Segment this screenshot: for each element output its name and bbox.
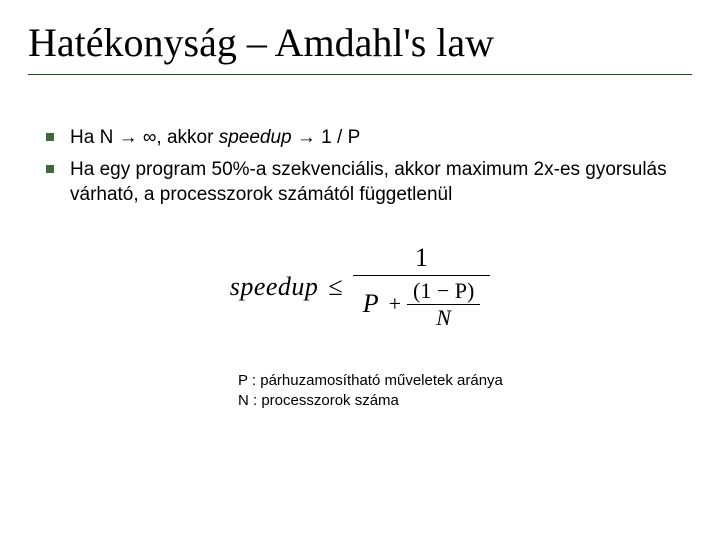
arrow-icon: → [292,127,322,148]
formula-relation: ≤ [328,272,342,302]
amdahl-formula: speedup ≤ 1 P + (1 − P) N [230,242,491,333]
bullet-list: Ha N → ∞, akkor speedup → 1 / P Ha egy p… [46,125,692,208]
slide: Hatékonyság – Amdahl's law Ha N → ∞, akk… [0,0,720,540]
formula-area: speedup ≤ 1 P + (1 − P) N [28,242,692,333]
legend: P : párhuzamosítható műveletek aránya N … [238,371,692,412]
plus-icon: + [389,292,401,316]
text-fragment: Ha N [70,127,119,148]
bullet-item: Ha N → ∞, akkor speedup → 1 / P [46,125,692,151]
bullet-item: Ha egy program 50%-a szekvenciális, akko… [46,157,692,208]
outer-numerator: 1 [405,242,438,275]
inner-numerator: (1 − P) [407,278,480,304]
outer-fraction: 1 P + (1 − P) N [353,242,491,333]
legend-n: N : processzorok száma [238,391,692,411]
bullet-text: Ha N → ∞, akkor speedup → 1 / P [70,125,360,151]
bullet-marker-icon [46,133,54,141]
arrow-icon: → [119,127,138,148]
slide-title: Hatékonyság – Amdahl's law [28,20,692,66]
inner-fraction: (1 − P) N [407,278,480,331]
inner-denominator: N [430,305,457,331]
formula-lhs: speedup [230,272,319,302]
text-fragment: 1 / P [321,127,360,148]
denom-p: P [363,290,379,319]
bullet-text: Ha egy program 50%-a szekvenciális, akko… [70,157,692,208]
italic-term: speedup [219,127,292,148]
title-underline [28,74,692,75]
outer-denominator: P + (1 − P) N [353,276,491,333]
legend-p: P : párhuzamosítható műveletek aránya [238,371,692,391]
bullet-marker-icon [46,165,54,173]
text-fragment: ∞, akkor [138,127,219,148]
